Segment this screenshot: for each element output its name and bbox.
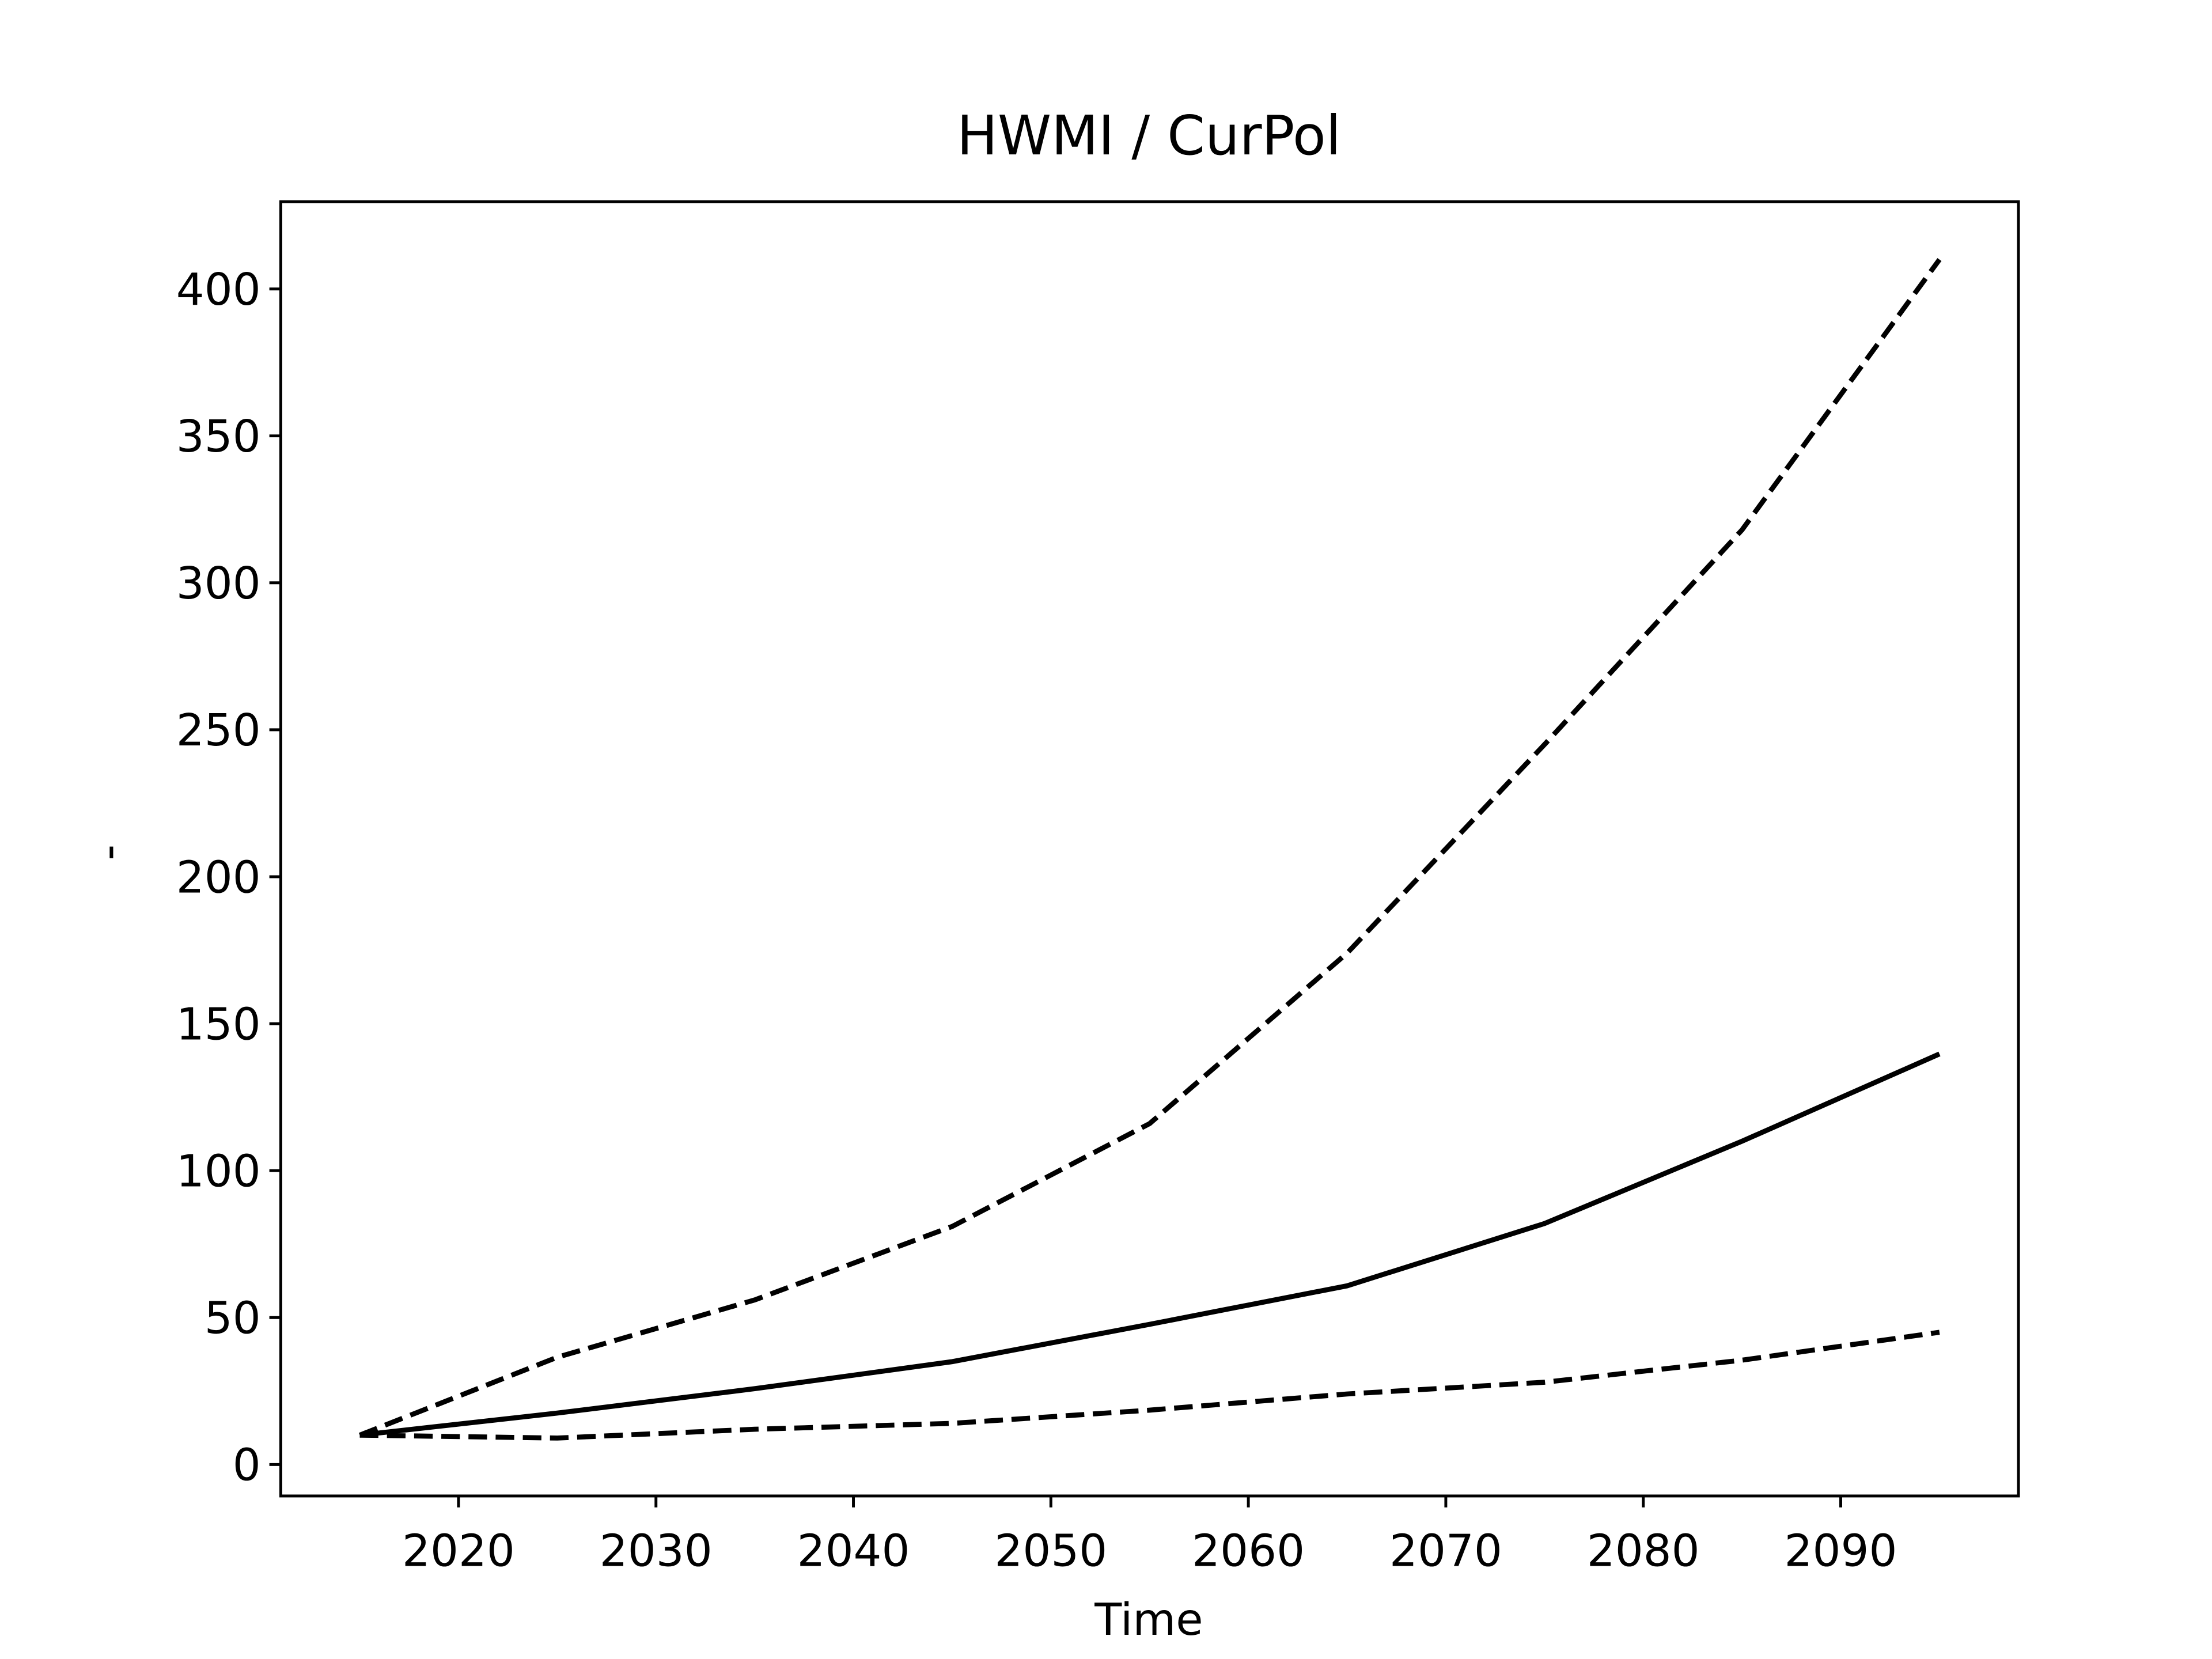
y-tick-label: 250 — [176, 705, 261, 756]
line-series — [359, 1051, 1941, 1438]
line-series — [359, 1330, 1940, 1441]
y-tick-label: 150 — [176, 999, 261, 1050]
plot-frame — [279, 200, 2020, 1498]
x-tick-label: 2060 — [1192, 1526, 1305, 1577]
y-tick-label: 350 — [176, 411, 261, 463]
y-tick-label: 0 — [233, 1440, 261, 1491]
chart-title: HWMI / CurPol — [957, 104, 1341, 168]
x-tick-label: 2040 — [797, 1526, 910, 1577]
y-tick-label: 300 — [176, 558, 261, 609]
x-tick-label: 2020 — [402, 1526, 515, 1577]
y-tick-label: 400 — [176, 264, 261, 316]
line-series — [358, 258, 1942, 1438]
x-tick-label: 2090 — [1785, 1526, 1897, 1577]
y-tick-label: 100 — [176, 1146, 261, 1197]
x-tick-label: 2070 — [1389, 1526, 1502, 1577]
x-axis-label: Time — [1094, 1594, 1203, 1646]
x-tick-label: 2080 — [1587, 1526, 1700, 1577]
x-tick-label: 2030 — [600, 1526, 713, 1577]
y-axis-label: - — [83, 844, 134, 861]
x-tick-label: 2050 — [994, 1526, 1107, 1577]
y-tick-label: 200 — [176, 852, 261, 903]
y-tick-label: 50 — [204, 1293, 261, 1344]
